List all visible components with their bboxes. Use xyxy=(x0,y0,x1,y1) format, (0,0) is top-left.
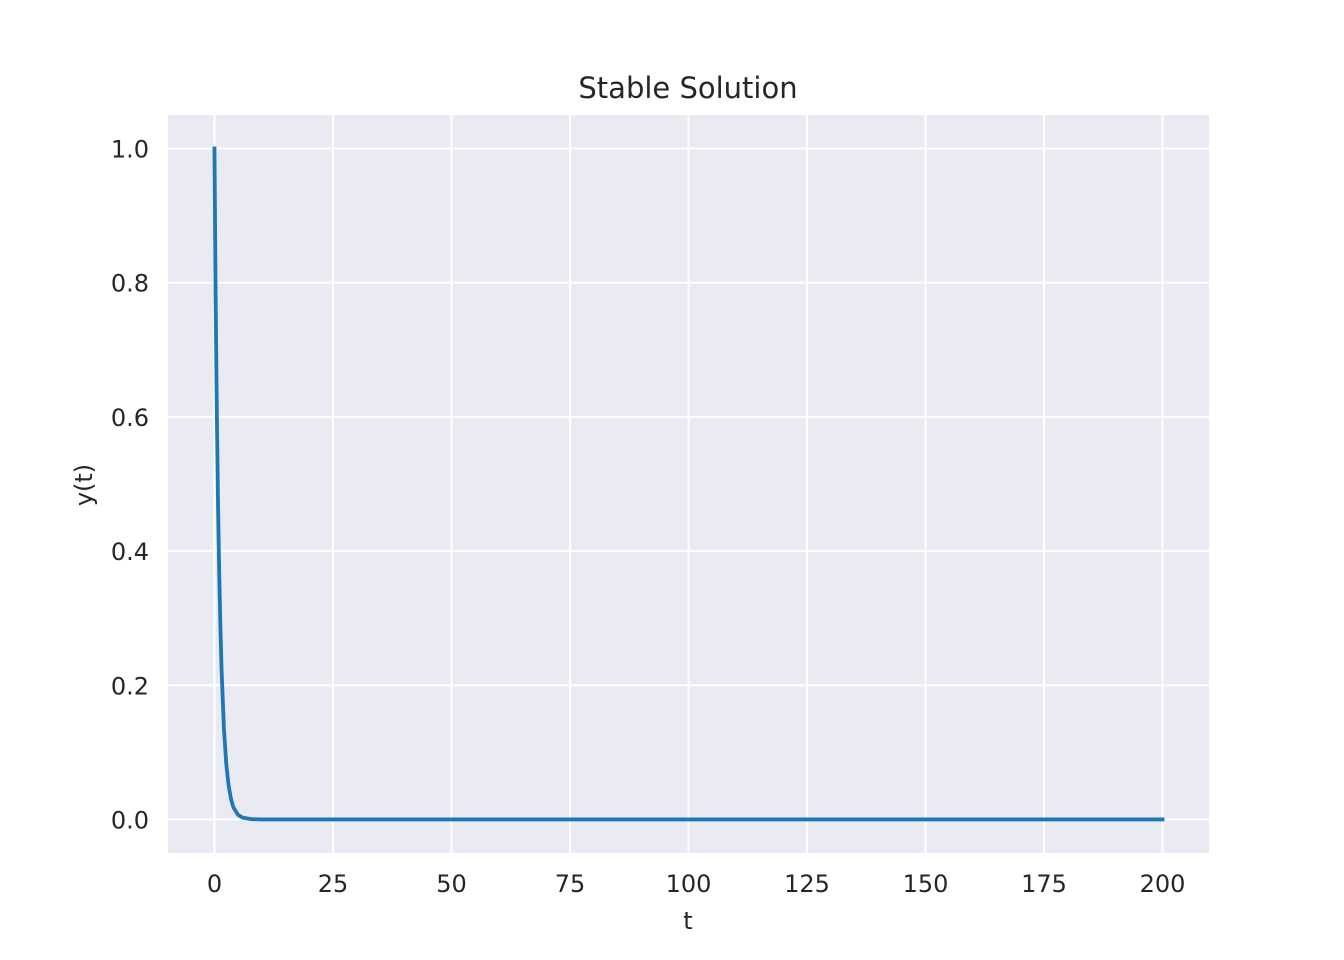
y-axis-label: y(t) xyxy=(70,464,98,506)
y-tick-label: 0.2 xyxy=(111,672,149,700)
x-tick-label: 75 xyxy=(555,870,586,898)
x-tick-label: 125 xyxy=(784,870,830,898)
chart-title: Stable Solution xyxy=(578,71,797,105)
series-line xyxy=(212,146,1165,822)
y-tick-label: 0.0 xyxy=(111,806,149,834)
x-axis-ticks: 0 25 50 75 100 125 150 175 200 xyxy=(207,870,1186,898)
x-tick-label: 150 xyxy=(903,870,949,898)
x-tick-label: 50 xyxy=(436,870,467,898)
series-layer xyxy=(212,146,1165,822)
y-tick-label: 0.4 xyxy=(111,538,149,566)
x-tick-label: 200 xyxy=(1140,870,1186,898)
x-tick-label: 25 xyxy=(318,870,349,898)
y-tick-label: 0.8 xyxy=(111,270,149,298)
grid xyxy=(168,115,1209,853)
x-axis-label: t xyxy=(683,907,692,935)
x-tick-label: 0 xyxy=(207,870,222,898)
y-axis-ticks: 0.0 0.2 0.4 0.6 0.8 1.0 xyxy=(111,136,149,835)
x-tick-label: 175 xyxy=(1021,870,1067,898)
y-tick-label: 1.0 xyxy=(111,136,149,164)
x-tick-label: 100 xyxy=(666,870,712,898)
y-tick-label: 0.6 xyxy=(111,404,149,432)
